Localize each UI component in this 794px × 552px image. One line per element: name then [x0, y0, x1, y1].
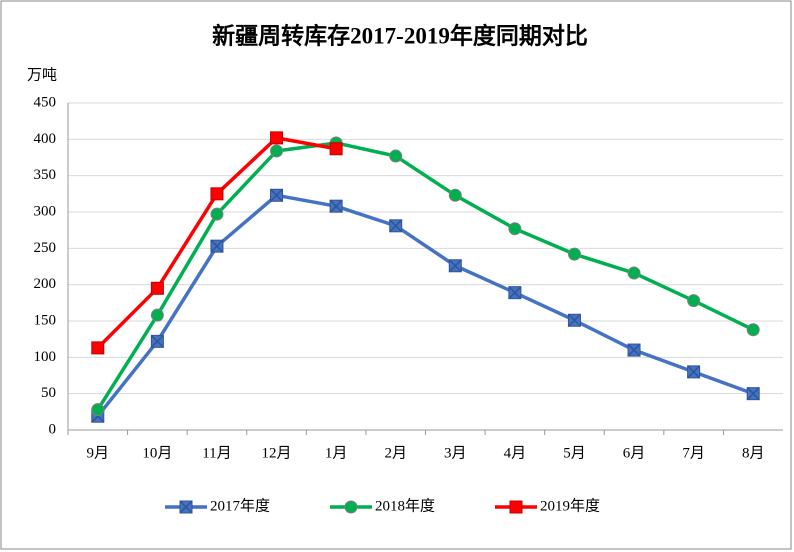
marker-shape [91, 341, 105, 355]
marker-shape [344, 500, 358, 514]
marker [344, 500, 358, 514]
marker [210, 207, 224, 221]
marker-shape [270, 131, 284, 145]
marker-shape [150, 308, 164, 322]
x-tick-label: 12月 [262, 445, 292, 461]
marker-shape [627, 266, 641, 280]
x-tick-label: 9月 [87, 445, 110, 461]
marker [179, 500, 193, 514]
marker [746, 387, 760, 401]
marker-shape [210, 187, 224, 201]
x-tick-label: 1月 [325, 445, 348, 461]
marker-cross [150, 334, 164, 348]
marker-shape [687, 294, 701, 308]
chart-title: 新疆周转库存2017-2019年度同期对比 [212, 22, 588, 48]
marker [746, 323, 760, 337]
legend-label: 2019年度 [540, 497, 600, 514]
y-tick-label: 150 [34, 312, 57, 328]
marker [627, 266, 641, 280]
marker [210, 239, 224, 253]
marker [567, 313, 581, 327]
marker-shape [567, 247, 581, 261]
marker-shape [270, 144, 284, 158]
x-tick-label: 10月 [142, 445, 172, 461]
marker [448, 259, 462, 273]
marker [270, 131, 284, 145]
marker-cross [567, 313, 581, 327]
y-axis-label: 万吨 [27, 66, 57, 83]
marker-cross [508, 286, 522, 300]
marker [508, 222, 522, 236]
marker-cross [389, 219, 403, 233]
marker [329, 142, 343, 156]
marker [508, 286, 522, 300]
marker [687, 365, 701, 379]
marker-cross [179, 500, 193, 514]
marker-shape [91, 403, 105, 417]
marker-shape [746, 323, 760, 337]
y-tick-label: 50 [41, 385, 56, 401]
marker [270, 144, 284, 158]
marker [150, 281, 164, 295]
y-tick-label: 0 [49, 421, 57, 437]
marker [389, 149, 403, 163]
x-tick-label: 11月 [202, 445, 231, 461]
series-line [96, 141, 754, 411]
legend-label: 2017年度 [210, 497, 270, 514]
marker-shape [150, 281, 164, 295]
marker [509, 500, 523, 514]
series-line [96, 193, 754, 418]
marker-cross [270, 188, 284, 202]
y-tick-label: 400 [34, 131, 57, 147]
marker [150, 308, 164, 322]
marker-cross [448, 259, 462, 273]
y-tick-label: 350 [34, 167, 57, 183]
marker [627, 343, 641, 357]
marker [329, 199, 343, 213]
x-tick-label: 6月 [623, 445, 646, 461]
marker [270, 188, 284, 202]
y-tick-label: 450 [34, 94, 57, 110]
marker [91, 341, 105, 355]
x-tick-label: 3月 [444, 445, 467, 461]
marker-cross [329, 199, 343, 213]
marker [448, 188, 462, 202]
y-tick-label: 100 [34, 349, 57, 365]
marker-shape [448, 188, 462, 202]
marker [567, 247, 581, 261]
marker [150, 334, 164, 348]
y-tick-label: 250 [34, 240, 57, 256]
marker-cross [746, 387, 760, 401]
marker-shape [210, 207, 224, 221]
marker-cross [627, 343, 641, 357]
x-tick-label: 2月 [384, 445, 407, 461]
marker [389, 219, 403, 233]
legend-label: 2018年度 [375, 497, 435, 514]
x-tick-label: 7月 [682, 445, 705, 461]
marker [91, 403, 105, 417]
marker-cross [210, 239, 224, 253]
y-tick-label: 300 [34, 203, 57, 219]
marker-shape [508, 222, 522, 236]
x-tick-label: 8月 [742, 445, 765, 461]
marker [210, 187, 224, 201]
y-tick-label: 200 [34, 276, 57, 292]
marker-shape [509, 500, 523, 514]
marker-shape [389, 149, 403, 163]
x-tick-label: 5月 [563, 445, 586, 461]
marker [687, 294, 701, 308]
marker-shape [329, 142, 343, 156]
x-tick-label: 4月 [504, 445, 527, 461]
marker-cross [687, 365, 701, 379]
